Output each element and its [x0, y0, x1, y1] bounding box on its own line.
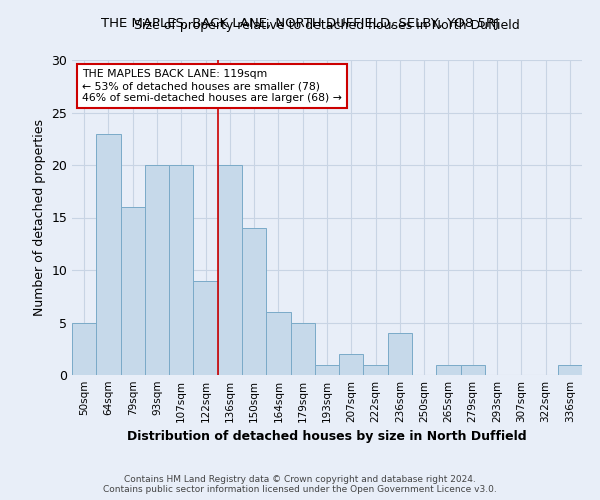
Bar — [242, 228, 266, 375]
Y-axis label: Number of detached properties: Number of detached properties — [33, 119, 46, 316]
Bar — [339, 354, 364, 375]
Bar — [72, 322, 96, 375]
Bar — [121, 207, 145, 375]
Title: Size of property relative to detached houses in North Duffield: Size of property relative to detached ho… — [134, 20, 520, 32]
Bar — [364, 364, 388, 375]
Bar — [290, 322, 315, 375]
Bar — [218, 165, 242, 375]
Bar — [558, 364, 582, 375]
Bar — [96, 134, 121, 375]
X-axis label: Distribution of detached houses by size in North Duffield: Distribution of detached houses by size … — [127, 430, 527, 444]
Bar — [436, 364, 461, 375]
Bar — [169, 165, 193, 375]
Bar — [266, 312, 290, 375]
Text: Contains HM Land Registry data © Crown copyright and database right 2024.
Contai: Contains HM Land Registry data © Crown c… — [103, 474, 497, 494]
Bar — [315, 364, 339, 375]
Bar — [461, 364, 485, 375]
Bar — [145, 165, 169, 375]
Text: THE MAPLES BACK LANE: 119sqm
← 53% of detached houses are smaller (78)
46% of se: THE MAPLES BACK LANE: 119sqm ← 53% of de… — [82, 70, 342, 102]
Text: THE MAPLES, BACK LANE, NORTH DUFFIELD, SELBY, YO8 5RJ: THE MAPLES, BACK LANE, NORTH DUFFIELD, S… — [101, 18, 499, 30]
Bar — [388, 333, 412, 375]
Bar — [193, 280, 218, 375]
